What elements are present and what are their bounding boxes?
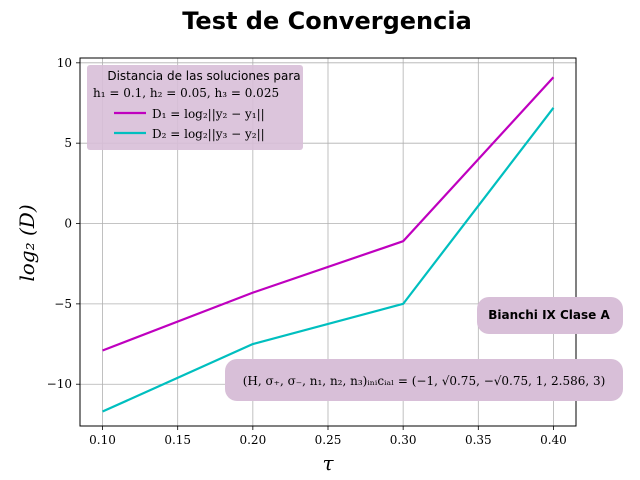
- x-axis-ticks: 0.10 0.15 0.20 0.25 0.30 0.35 0.40: [89, 426, 567, 447]
- annotation-model-text: Bianchi IX Clase A: [488, 308, 610, 322]
- legend-title-line2: h₁ = 0.1, h₂ = 0.05, h₃ = 0.025: [93, 86, 279, 100]
- x-tick-label: 0.35: [465, 433, 492, 447]
- x-tick-label: 0.40: [540, 433, 567, 447]
- y-axis-ticks: −10 −5 0 5 10: [47, 56, 80, 391]
- legend: Distancia de las soluciones para h₁ = 0.…: [87, 65, 303, 150]
- annotation-initial-box: [225, 359, 623, 401]
- x-tick-label: 0.20: [239, 433, 266, 447]
- annotation-model: Bianchi IX Clase A: [477, 297, 623, 334]
- chart-title: Test de Convergencia: [182, 7, 472, 35]
- y-tick-label: 5: [64, 136, 72, 150]
- legend-box: [87, 65, 303, 150]
- x-tick-label: 0.15: [164, 433, 191, 447]
- annotation-initial-text: (H, σ₊, σ₋, n₁, n₂, n₃)ᵢₙᵢcᵢₐₗ = (−1, √0…: [243, 374, 606, 388]
- legend-title-line1: Distancia de las soluciones para: [107, 69, 300, 83]
- annotation-initial-conditions: (H, σ₊, σ₋, n₁, n₂, n₃)ᵢₙᵢcᵢₐₗ = (−1, √0…: [225, 359, 623, 401]
- series-line-d1: [102, 76, 555, 352]
- annotation-model-box: [477, 297, 623, 334]
- x-tick-label: 0.25: [315, 433, 342, 447]
- x-tick-label: 0.10: [89, 433, 116, 447]
- y-tick-label: 10: [57, 56, 72, 70]
- x-tick-label: 0.30: [390, 433, 417, 447]
- y-axis-label: log₂ (D): [15, 204, 39, 281]
- y-tick-label: −5: [54, 297, 72, 311]
- series-lines: [102, 76, 555, 413]
- y-tick-label: −10: [47, 377, 72, 391]
- series-line-d2: [102, 107, 555, 413]
- y-tick-label: 0: [64, 217, 72, 231]
- legend-entry-d1: D₁ = log₂||y₂ − y₁||: [152, 107, 265, 121]
- legend-entry-d2: D₂ = log₂||y₃ − y₂||: [152, 127, 265, 141]
- x-axis-label: τ: [322, 451, 334, 475]
